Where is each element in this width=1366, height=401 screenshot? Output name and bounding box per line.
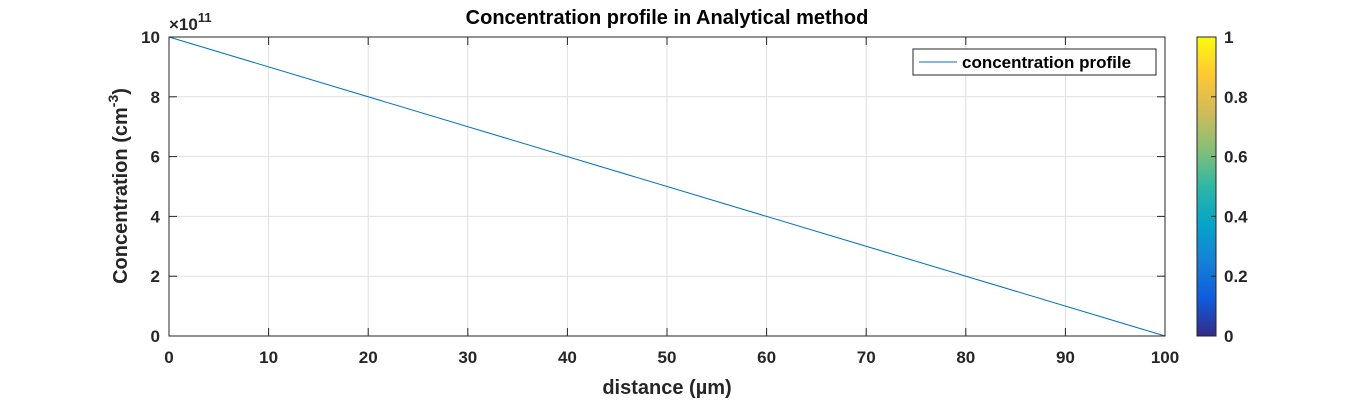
colorbar [1196, 36, 1217, 337]
x-tick-label: 50 [658, 348, 677, 367]
y-tick-label: 0 [151, 327, 160, 346]
y-tick-label: 2 [151, 267, 160, 286]
x-tick-label: 20 [359, 348, 378, 367]
x-axis-label: distance (µm) [602, 377, 731, 399]
y-tick-marks [169, 36, 1165, 337]
y-exponent-power: 11 [198, 10, 212, 25]
y-tick-labels: 0 2 4 6 8 10 [141, 28, 160, 346]
colorbar-tick-marks [1211, 36, 1216, 337]
y-tick-label: 4 [151, 207, 161, 226]
legend-label: concentration profile [962, 53, 1131, 72]
colorbar-tick-label: 0 [1224, 327, 1233, 346]
x-tick-labels: 0 10 20 30 40 50 60 70 80 90 100 [164, 348, 1179, 367]
y-tick-label: 8 [151, 88, 160, 107]
colorbar-tick-label: 0.4 [1224, 207, 1248, 226]
x-tick-label: 70 [857, 348, 876, 367]
x-tick-label: 90 [1056, 348, 1075, 367]
y-tick-label: 10 [141, 28, 160, 47]
x-tick-label: 30 [458, 348, 477, 367]
x-tick-label: 40 [558, 348, 577, 367]
x-tick-label: 100 [1151, 348, 1179, 367]
colorbar-tick-label: 0.2 [1224, 267, 1248, 286]
x-tick-label: 10 [259, 348, 278, 367]
x-tick-marks [168, 37, 1166, 336]
y-axis-label-sup: -3 [105, 95, 121, 108]
y-exponent-label: ×1011 [169, 10, 212, 34]
series-line [168, 36, 1166, 337]
y-exponent-base: ×10 [169, 15, 198, 34]
x-tick-label: 80 [956, 348, 975, 367]
y-axis-label-main: Concentration (cm [110, 107, 132, 284]
y-axis-label-close: ) [110, 88, 132, 95]
y-axis-label: Concentration (cm-3) [105, 88, 132, 284]
colorbar-tick-label: 0.6 [1224, 148, 1248, 167]
series-layer [168, 36, 1166, 337]
legend: concentration profile [912, 48, 1157, 76]
chart-title: Concentration profile in Analytical meth… [466, 7, 869, 29]
y-tick-label: 6 [151, 148, 160, 167]
x-tick-label: 60 [757, 348, 776, 367]
colorbar-tick-label: 0.8 [1224, 88, 1248, 107]
colorbar-tick-labels: 0 0.2 0.4 0.6 0.8 1 [1224, 28, 1248, 346]
x-tick-label: 0 [164, 348, 173, 367]
colorbar-tick-label: 1 [1224, 28, 1233, 47]
